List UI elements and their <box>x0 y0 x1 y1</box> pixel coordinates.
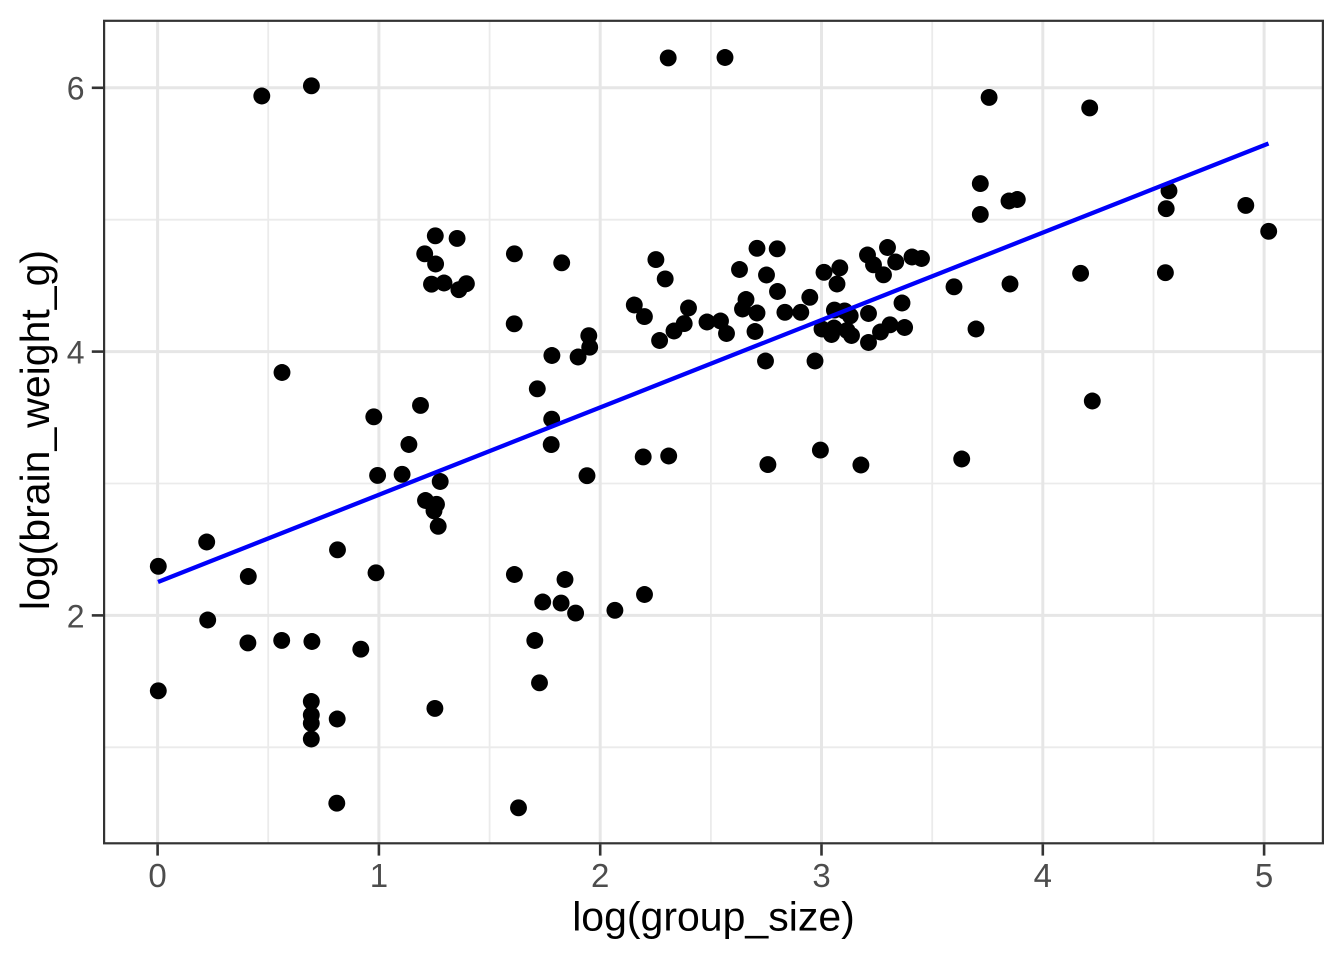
svg-text:5: 5 <box>1255 857 1273 894</box>
svg-text:log(brain_weight_g): log(brain_weight_g) <box>12 250 58 610</box>
svg-text:0: 0 <box>148 857 166 894</box>
svg-text:2: 2 <box>591 857 609 894</box>
svg-text:log(group_size): log(group_size) <box>572 894 855 940</box>
svg-text:1: 1 <box>370 857 388 894</box>
svg-text:6: 6 <box>67 71 85 107</box>
svg-text:3: 3 <box>812 857 830 894</box>
svg-text:4: 4 <box>67 335 85 371</box>
svg-text:4: 4 <box>1034 857 1052 894</box>
svg-text:2: 2 <box>67 598 85 634</box>
